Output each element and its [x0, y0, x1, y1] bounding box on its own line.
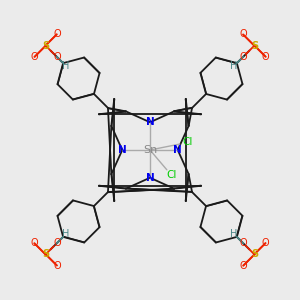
Text: N: N — [146, 117, 154, 127]
Text: H: H — [62, 61, 70, 71]
Text: O: O — [53, 238, 61, 248]
Text: O: O — [262, 52, 269, 62]
Text: Cl: Cl — [182, 137, 193, 147]
Text: Cl: Cl — [167, 170, 177, 180]
Text: O: O — [239, 238, 247, 248]
Text: O: O — [239, 52, 247, 62]
Text: S: S — [42, 249, 49, 260]
Text: S: S — [42, 40, 49, 51]
Text: Sn: Sn — [143, 145, 157, 155]
Text: S: S — [251, 40, 258, 51]
Text: O: O — [53, 29, 61, 39]
Text: O: O — [31, 52, 38, 62]
Text: N: N — [118, 145, 127, 155]
Text: O: O — [53, 261, 61, 271]
Text: O: O — [239, 29, 247, 39]
Text: H: H — [230, 61, 238, 71]
Text: H: H — [62, 229, 70, 239]
Text: O: O — [31, 238, 38, 248]
Text: N: N — [146, 173, 154, 183]
Text: H: H — [230, 229, 238, 239]
Text: N: N — [173, 145, 182, 155]
Text: O: O — [262, 238, 269, 248]
Text: S: S — [251, 249, 258, 260]
Text: O: O — [239, 261, 247, 271]
Text: O: O — [53, 52, 61, 62]
